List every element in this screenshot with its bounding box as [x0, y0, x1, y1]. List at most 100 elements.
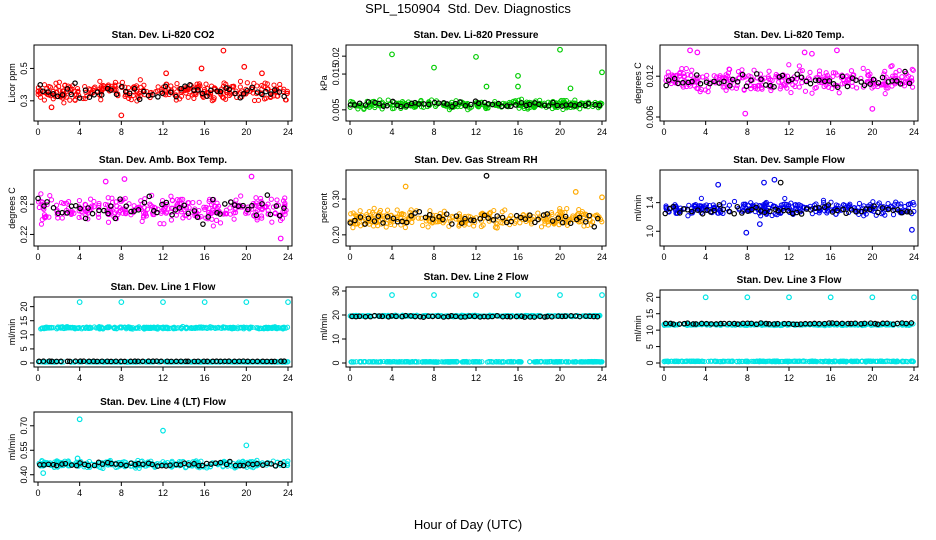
data-point — [45, 92, 51, 98]
data-point — [448, 103, 454, 109]
data-point — [245, 359, 251, 365]
data-point — [110, 359, 116, 365]
data-point — [667, 322, 673, 328]
x-tick-label: 4 — [77, 127, 82, 137]
data-point — [520, 212, 526, 218]
x-tick-label: 20 — [555, 127, 565, 137]
data-point — [674, 358, 680, 365]
data-point — [130, 359, 136, 365]
y-tick-label: 10 — [19, 330, 29, 340]
data-point — [280, 324, 286, 330]
data-point — [78, 206, 84, 212]
data-point — [777, 86, 783, 92]
data-point — [578, 101, 584, 107]
data-point — [570, 313, 576, 319]
data-point — [149, 204, 155, 210]
data-point — [207, 359, 213, 365]
data-point — [140, 325, 147, 332]
data-point — [496, 359, 502, 365]
data-point — [246, 359, 252, 365]
data-point — [273, 202, 280, 209]
data-point — [592, 358, 598, 365]
x-tick-label: 4 — [389, 127, 394, 137]
outlier-point — [761, 179, 767, 186]
data-point — [204, 463, 211, 469]
data-point — [173, 92, 179, 98]
data-point — [429, 313, 436, 320]
data-point — [688, 321, 694, 328]
data-point — [714, 321, 720, 328]
data-point — [240, 91, 247, 97]
data-point — [711, 205, 717, 212]
data-point — [358, 359, 364, 365]
data-point — [67, 89, 73, 95]
data-point — [446, 107, 452, 113]
x-tick-label: 0 — [661, 252, 666, 262]
data-point — [579, 208, 585, 215]
data-point — [544, 359, 550, 365]
data-point — [356, 214, 362, 220]
data-point — [682, 358, 688, 365]
data-point — [581, 211, 587, 218]
data-point — [112, 210, 118, 216]
data-point — [156, 359, 162, 365]
data-point — [487, 312, 493, 318]
data-point — [864, 321, 870, 327]
data-point — [807, 321, 814, 327]
data-point — [435, 313, 441, 320]
data-point — [811, 358, 817, 365]
data-point — [518, 359, 524, 365]
data-point — [414, 312, 420, 319]
data-point — [806, 358, 812, 365]
data-point — [518, 359, 524, 365]
data-point — [889, 78, 895, 84]
data-point — [362, 313, 369, 320]
data-point — [72, 97, 78, 103]
data-point — [562, 209, 568, 216]
data-point — [219, 359, 226, 365]
data-point — [832, 70, 839, 76]
data-point — [516, 359, 523, 365]
data-point — [145, 459, 151, 465]
data-point — [727, 358, 734, 365]
data-point — [770, 358, 776, 364]
data-point — [849, 358, 856, 365]
data-point — [199, 359, 205, 365]
data-point — [447, 359, 453, 365]
data-point — [405, 359, 412, 365]
data-point — [412, 313, 418, 319]
data-point — [224, 359, 231, 365]
data-point — [664, 74, 670, 80]
data-point — [117, 198, 123, 204]
data-point — [355, 106, 361, 112]
data-point — [217, 211, 223, 217]
data-point — [906, 322, 912, 328]
data-point — [853, 77, 859, 83]
data-point — [821, 204, 828, 210]
data-point — [677, 73, 683, 79]
data-point — [371, 359, 377, 365]
data-point — [254, 207, 261, 214]
data-point — [856, 200, 863, 207]
data-point — [855, 322, 861, 328]
data-point — [704, 321, 710, 327]
data-point — [558, 219, 564, 226]
data-point — [811, 202, 818, 208]
data-point — [728, 322, 735, 328]
data-point — [822, 208, 828, 214]
data-point — [104, 358, 111, 365]
data-point — [681, 320, 688, 327]
data-point — [160, 84, 167, 90]
data-point — [398, 105, 404, 112]
data-point — [49, 358, 55, 365]
data-point — [128, 460, 134, 466]
data-point — [530, 313, 536, 319]
data-point — [557, 216, 563, 222]
data-point — [661, 358, 667, 364]
data-point — [685, 321, 692, 328]
data-point — [159, 325, 165, 331]
data-point — [262, 325, 268, 331]
data-point — [699, 205, 705, 211]
data-point — [122, 324, 129, 331]
data-point — [892, 75, 899, 81]
